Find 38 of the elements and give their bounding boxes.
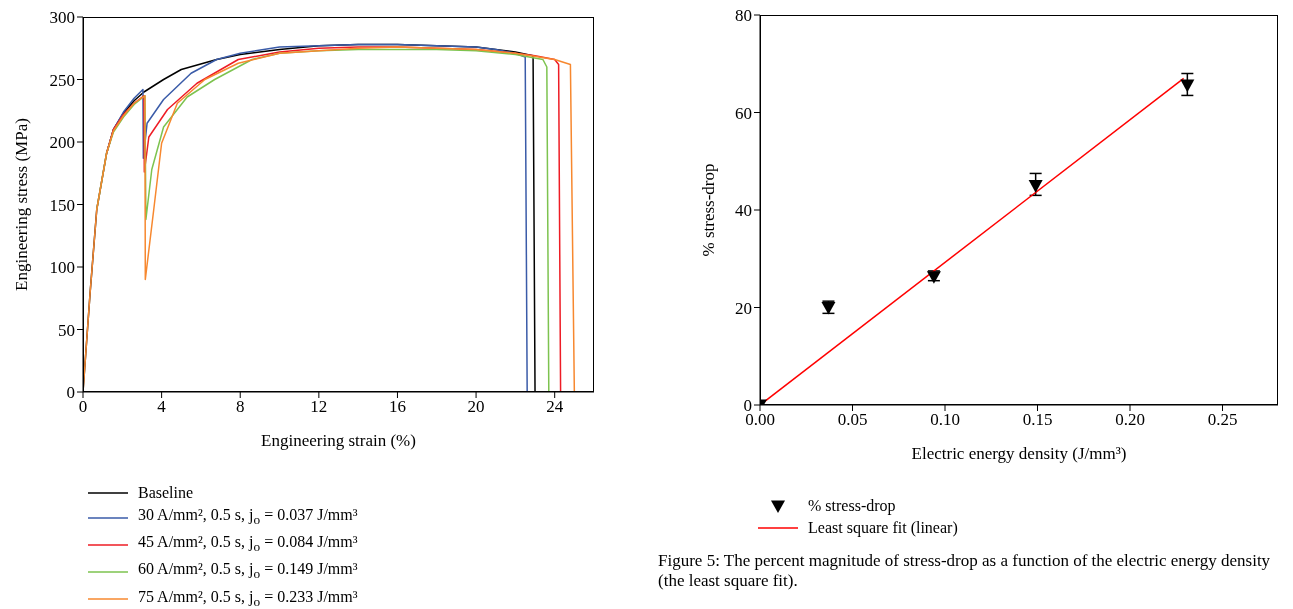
x-tick-label: 4 xyxy=(157,397,167,417)
x-tick-label: 0.25 xyxy=(1207,410,1238,430)
x-tick-label: 0 xyxy=(78,397,88,417)
x-tick-label: 0.00 xyxy=(745,410,775,430)
y-tick-label: 250 xyxy=(49,70,75,90)
legend-label: 60 A/mm², 0.5 s, j$_{o}$ = 0.149 J/mm³ xyxy=(138,559,358,584)
caption: Figure 5: The percent magnitude of stress-drop as a function of the electric energy density (the least square fit). xyxy=(658,551,1272,591)
y-axis-title: Engineering stress (MPa) xyxy=(12,118,32,291)
y-tick-label: 100 xyxy=(49,258,75,278)
x-axis-title: Engineering strain (%) xyxy=(261,431,416,450)
x-tick-label: 0.15 xyxy=(1022,410,1053,430)
x-tick-label: 8 xyxy=(235,397,245,417)
y-tick-label: 60 xyxy=(735,103,752,123)
y-tick-label: 150 xyxy=(49,195,75,215)
y-tick-label: 50 xyxy=(58,320,75,340)
legend-label: 75 A/mm², 0.5 s, j$_{o}$ = 0.233 J/mm³ xyxy=(138,586,358,609)
legend-label: Baseline xyxy=(138,483,194,503)
x-axis-title: Electric energy density (J/mm³) xyxy=(911,444,1127,463)
legend-label: 30 A/mm², 0.5 s, j$_{o}$ = 0.037 J/mm³ xyxy=(138,505,358,530)
legend-label: Least square fit (linear) xyxy=(808,518,958,539)
legend-label: % stress-drop xyxy=(808,496,896,517)
x-tick-label: 16 xyxy=(388,397,406,417)
y-axis-title: % stress-drop xyxy=(699,163,719,257)
y-tick-label: 20 xyxy=(735,298,752,318)
x-tick-label: 0.20 xyxy=(1115,410,1145,430)
y-tick-label: 300 xyxy=(49,8,75,28)
y-tick-label: 80 xyxy=(735,6,752,26)
x-tick-label: 24 xyxy=(546,397,564,417)
y-tick-label: 200 xyxy=(49,133,75,153)
legend-label: 45 A/mm², 0.5 s, j$_{o}$ = 0.084 J/mm³ xyxy=(138,532,358,557)
x-tick-label: 0.10 xyxy=(930,410,960,430)
point xyxy=(1180,79,1195,93)
x-tick-label: 12 xyxy=(310,397,328,417)
y-tick-label: 40 xyxy=(735,201,752,221)
x-tick-label: 0.05 xyxy=(837,410,868,430)
y-tick-label: 0 xyxy=(66,383,75,403)
point xyxy=(1028,180,1043,193)
x-tick-label: 20 xyxy=(467,397,485,417)
